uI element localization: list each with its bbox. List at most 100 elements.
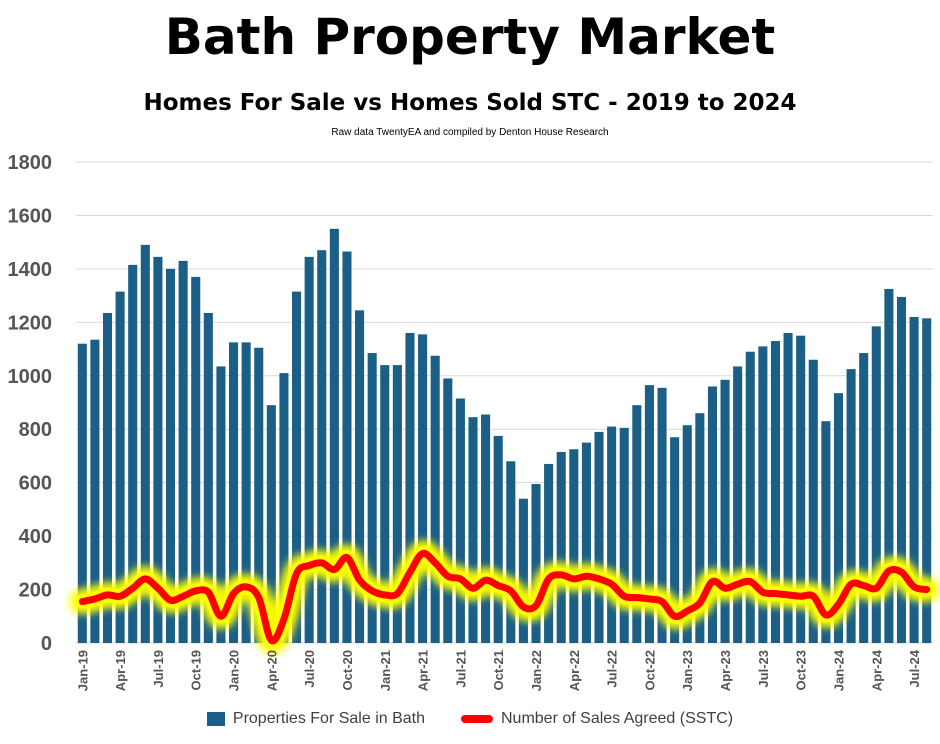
bar-for-sale	[682, 425, 692, 643]
bar-for-sale	[304, 256, 314, 643]
bar-for-sale	[783, 333, 793, 643]
bar-for-sale	[833, 393, 844, 643]
bar-for-sale	[455, 398, 465, 643]
bar-for-sale	[859, 353, 869, 643]
x-tick-label: Jan-21	[378, 650, 393, 691]
x-tick-label: Oct-20	[340, 650, 355, 690]
bar-for-sale	[392, 365, 402, 643]
bar-for-sale	[115, 291, 125, 643]
x-tick-label: Jan-23	[680, 650, 695, 691]
legend-label-for-sale: Properties For Sale in Bath	[232, 710, 425, 727]
bar-for-sale	[922, 318, 932, 643]
x-tick-label: Jan-19	[75, 650, 90, 691]
x-tick-label: Jul-22	[605, 650, 620, 688]
bar-for-sale	[581, 442, 591, 643]
y-tick-label: 800	[19, 419, 52, 441]
bar-for-sale	[707, 386, 717, 643]
bar-for-sale	[279, 373, 289, 643]
bar-for-sale	[745, 351, 755, 643]
x-tick-label: Jan-22	[529, 650, 544, 691]
bar-for-sale	[140, 244, 150, 644]
bar-for-sale	[203, 312, 213, 643]
bar-for-sale	[531, 484, 541, 643]
bar-for-sale	[884, 288, 894, 643]
bar-for-sale	[619, 427, 629, 643]
chart-subtitle: Homes For Sale vs Homes Sold STC - 2019 …	[143, 90, 797, 116]
y-tick-label: 1400	[8, 259, 53, 281]
bar-for-sale	[228, 342, 239, 643]
bar-for-sale	[468, 417, 478, 643]
bar-for-sale	[506, 461, 516, 643]
chart-source-note: Raw data TwentyEA and compiled by Denton…	[331, 127, 609, 138]
y-tick-label: 600	[19, 473, 52, 495]
bar-for-sale	[292, 291, 302, 643]
y-tick-label: 0	[41, 633, 52, 655]
bar-for-sale	[720, 379, 730, 643]
bar-for-sale	[77, 343, 87, 643]
x-tick-label: Jan-24	[831, 649, 846, 691]
bar-for-sale	[430, 355, 440, 643]
legend-item-sstc: Number of Sales Agreed (SSTC)	[461, 710, 733, 728]
bar-for-sale	[644, 385, 654, 643]
bar-for-sale	[733, 366, 743, 643]
y-tick-label: 1000	[8, 366, 53, 388]
bar-for-sale	[266, 405, 276, 643]
y-tick-label: 1600	[8, 205, 53, 227]
bar-for-sale	[544, 463, 554, 643]
legend-line-swatch	[461, 715, 493, 723]
bar-for-sale	[556, 451, 566, 643]
x-tick-label: Apr-23	[718, 650, 733, 691]
bar-for-sale	[695, 413, 705, 643]
x-tick-label: Jul-24	[907, 649, 922, 687]
x-tick-label: Apr-19	[113, 650, 128, 691]
bar-for-sale	[418, 334, 428, 643]
x-tick-label: Apr-21	[416, 650, 431, 691]
bar-for-sale	[670, 437, 680, 643]
bar-for-sale	[355, 310, 365, 643]
chart-legend: Properties For Sale in Bath Number of Sa…	[0, 710, 940, 728]
bar-for-sale	[594, 431, 604, 643]
bar-for-sale	[329, 228, 339, 644]
bar-for-sale	[909, 316, 919, 643]
x-tick-label: Oct-19	[189, 650, 204, 690]
bar-for-sale	[569, 449, 579, 643]
x-tick-label: Apr-24	[869, 649, 884, 691]
bar-for-sale	[808, 359, 818, 643]
y-tick-label: 400	[19, 526, 52, 548]
bar-for-sale	[367, 353, 377, 643]
legend-bar-swatch	[206, 712, 225, 726]
bar-for-sale	[191, 276, 201, 643]
x-tick-label: Apr-20	[264, 650, 279, 691]
y-tick-label: 1800	[8, 152, 53, 174]
bar-for-sale	[443, 378, 453, 643]
x-tick-label: Oct-22	[642, 650, 657, 690]
x-tick-label: Oct-23	[794, 650, 809, 690]
bar-for-sale	[380, 365, 390, 643]
bar-for-sale	[128, 264, 138, 643]
chart-title: Bath Property Market	[164, 8, 776, 66]
bar-for-sale	[846, 369, 856, 643]
legend-item-for-sale: Properties For Sale in Bath	[206, 710, 425, 728]
bar-for-sale	[317, 250, 327, 643]
bar-for-sale	[90, 339, 100, 643]
bar-for-sale	[254, 347, 264, 643]
legend-label-sstc: Number of Sales Agreed (SSTC)	[501, 710, 734, 727]
x-tick-label: Jul-20	[302, 650, 317, 688]
bar-for-sale	[518, 498, 528, 643]
bar-for-sale	[796, 335, 806, 643]
bar-for-sale	[153, 256, 163, 643]
y-tick-label: 200	[19, 580, 52, 602]
x-tick-label: Jan-20	[227, 650, 242, 691]
y-tick-label: 1200	[8, 312, 53, 334]
bar-for-sale	[241, 342, 251, 643]
bar-for-sale	[165, 268, 176, 643]
bar-for-sale	[657, 387, 667, 643]
x-tick-label: Jul-23	[756, 650, 771, 688]
bar-for-sale	[632, 405, 642, 643]
bar-for-sale	[821, 421, 831, 643]
sstc-line	[78, 549, 931, 645]
x-tick-label: Jul-19	[151, 650, 166, 688]
x-tick-label: Oct-21	[491, 650, 506, 690]
